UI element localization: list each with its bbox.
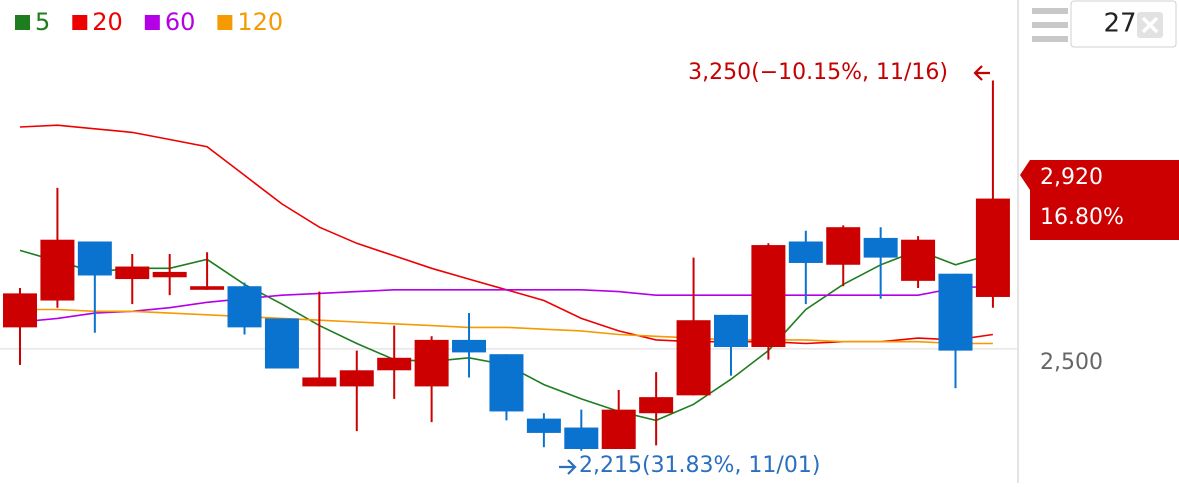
high-arrow — [973, 65, 990, 81]
candle-body — [264, 318, 299, 369]
legend-label: 20 — [92, 8, 123, 36]
price-tag-change: 16.80% — [1040, 205, 1124, 230]
low-arrow — [559, 459, 577, 475]
legend-swatch — [72, 15, 88, 30]
legend-label: 120 — [237, 8, 283, 36]
period-input-value: 27 — [1103, 9, 1136, 39]
candle-body — [751, 245, 786, 348]
candle-body — [190, 286, 225, 290]
ma-line — [19, 285, 993, 323]
menu-bar — [1032, 22, 1068, 28]
candle-body — [713, 314, 748, 348]
candle-body — [40, 239, 75, 301]
low-annotation: 2,215(31.83%, 11/01) — [579, 453, 820, 478]
price-tag — [1020, 160, 1179, 240]
menu-bar — [1032, 36, 1068, 42]
candle-body — [564, 427, 599, 450]
candle-body — [676, 320, 711, 396]
menu-icon[interactable] — [1032, 8, 1068, 42]
clear-button[interactable] — [1137, 12, 1163, 38]
candle-body — [975, 198, 1010, 297]
candle-body — [414, 339, 449, 387]
candle-body — [227, 286, 262, 328]
candles — [3, 80, 1010, 451]
candle-body — [938, 273, 973, 351]
menu-bar — [1032, 8, 1068, 14]
candle-body — [826, 227, 861, 265]
candle-body — [901, 239, 936, 281]
legend-swatch — [15, 15, 30, 30]
candle-body — [339, 370, 374, 387]
candle-body — [3, 293, 37, 328]
candle-body — [863, 237, 898, 258]
price-tag-price: 2,920 — [1040, 165, 1103, 190]
legend: 5 20 60 120 — [15, 8, 283, 36]
legend-swatch — [217, 15, 233, 30]
legend-swatch — [144, 15, 160, 30]
candle-body — [639, 397, 674, 414]
ma-line — [20, 308, 993, 345]
legend-label: 60 — [165, 8, 196, 36]
candle-body — [788, 241, 823, 263]
candle-body — [152, 271, 187, 278]
candle-body — [601, 409, 636, 450]
candle-body — [115, 266, 150, 280]
y-tick-label: 2,500 — [1040, 350, 1103, 375]
candle-body — [489, 354, 524, 412]
high-annotation: 3,250(−10.15%, 11/16) — [688, 60, 948, 85]
candle-body — [526, 418, 561, 433]
candle-body — [302, 377, 337, 387]
legend-label: 5 — [35, 8, 50, 36]
grid: 2,500 — [0, 348, 1103, 375]
candle-body — [452, 339, 487, 353]
candle-body — [377, 357, 412, 371]
clear-button-x — [1141, 16, 1159, 34]
candle-body — [77, 241, 112, 276]
